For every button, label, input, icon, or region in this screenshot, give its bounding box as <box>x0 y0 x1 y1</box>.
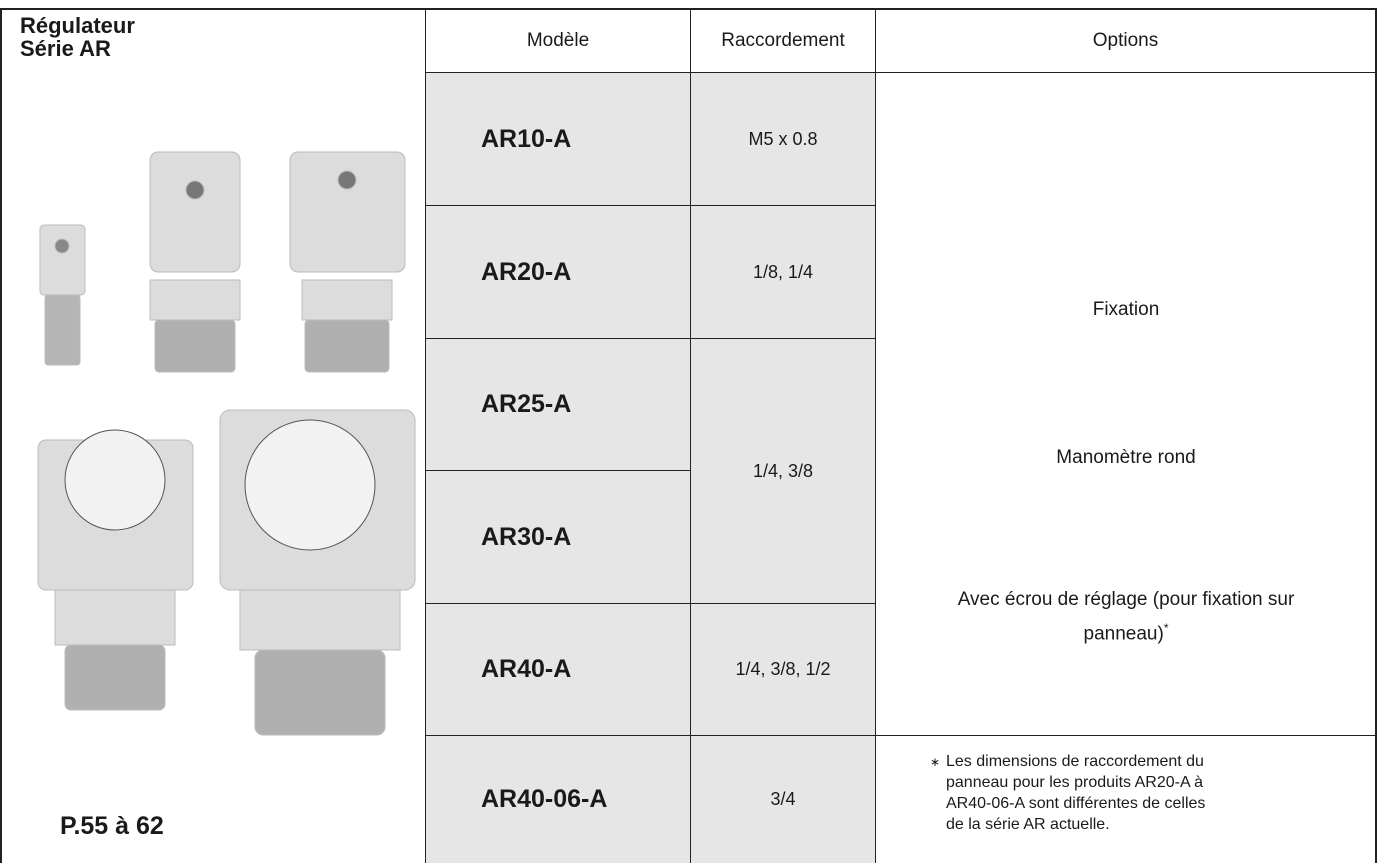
option-text: Avec écrou de réglage (pour fixation sur… <box>957 589 1295 645</box>
row-line <box>425 338 875 339</box>
note: ∗ Les dimensions de raccordement du pann… <box>930 751 1205 835</box>
page-ref: P.55 à 62 <box>60 812 164 840</box>
connection: 1/4, 3/8 <box>691 339 875 603</box>
row-line <box>425 603 875 604</box>
connection: M5 x 0.8 <box>691 73 875 205</box>
footnote-marker: * <box>1163 621 1169 635</box>
row-line <box>425 72 1377 73</box>
column-line <box>425 8 426 863</box>
title: Régulateur Série AR <box>20 14 135 60</box>
note-line: Les dimensions de raccordement du <box>946 753 1204 770</box>
option: Manomètre rond <box>1056 447 1196 468</box>
top-border <box>0 8 1377 10</box>
row-line <box>425 470 690 471</box>
column-line <box>690 8 691 863</box>
column-header: Modèle <box>526 30 590 51</box>
model: AR40-A <box>426 604 690 735</box>
note-line: de la série AR actuelle. <box>946 816 1110 833</box>
column-line <box>875 8 876 863</box>
column-header: Options <box>1092 30 1159 51</box>
connection: 1/8, 1/4 <box>691 206 875 338</box>
model: AR30-A <box>426 471 690 603</box>
model: AR40-06-A <box>426 736 690 863</box>
connection: 1/4, 3/8, 1/2 <box>691 604 875 735</box>
column-header: Raccordement <box>721 30 845 51</box>
right-border <box>1375 8 1377 863</box>
row-line <box>425 735 1377 736</box>
row-line <box>425 205 875 206</box>
option: Fixation <box>1092 299 1160 320</box>
connection: 3/4 <box>691 736 875 863</box>
note-line: panneau pour les produits AR20-A à <box>946 774 1204 791</box>
title-line: Série AR <box>20 36 111 61</box>
left-border <box>0 8 2 863</box>
note-marker: ∗ <box>930 755 941 769</box>
model: AR10-A <box>426 73 690 205</box>
option: Avec écrou de réglage (pour fixation sur… <box>875 586 1377 648</box>
product-photo <box>37 151 416 736</box>
model: AR25-A <box>426 339 690 470</box>
model: AR20-A <box>426 206 690 338</box>
note-line: AR40-06-A sont différentes de celles <box>946 795 1206 812</box>
title-line: Régulateur <box>20 13 135 38</box>
